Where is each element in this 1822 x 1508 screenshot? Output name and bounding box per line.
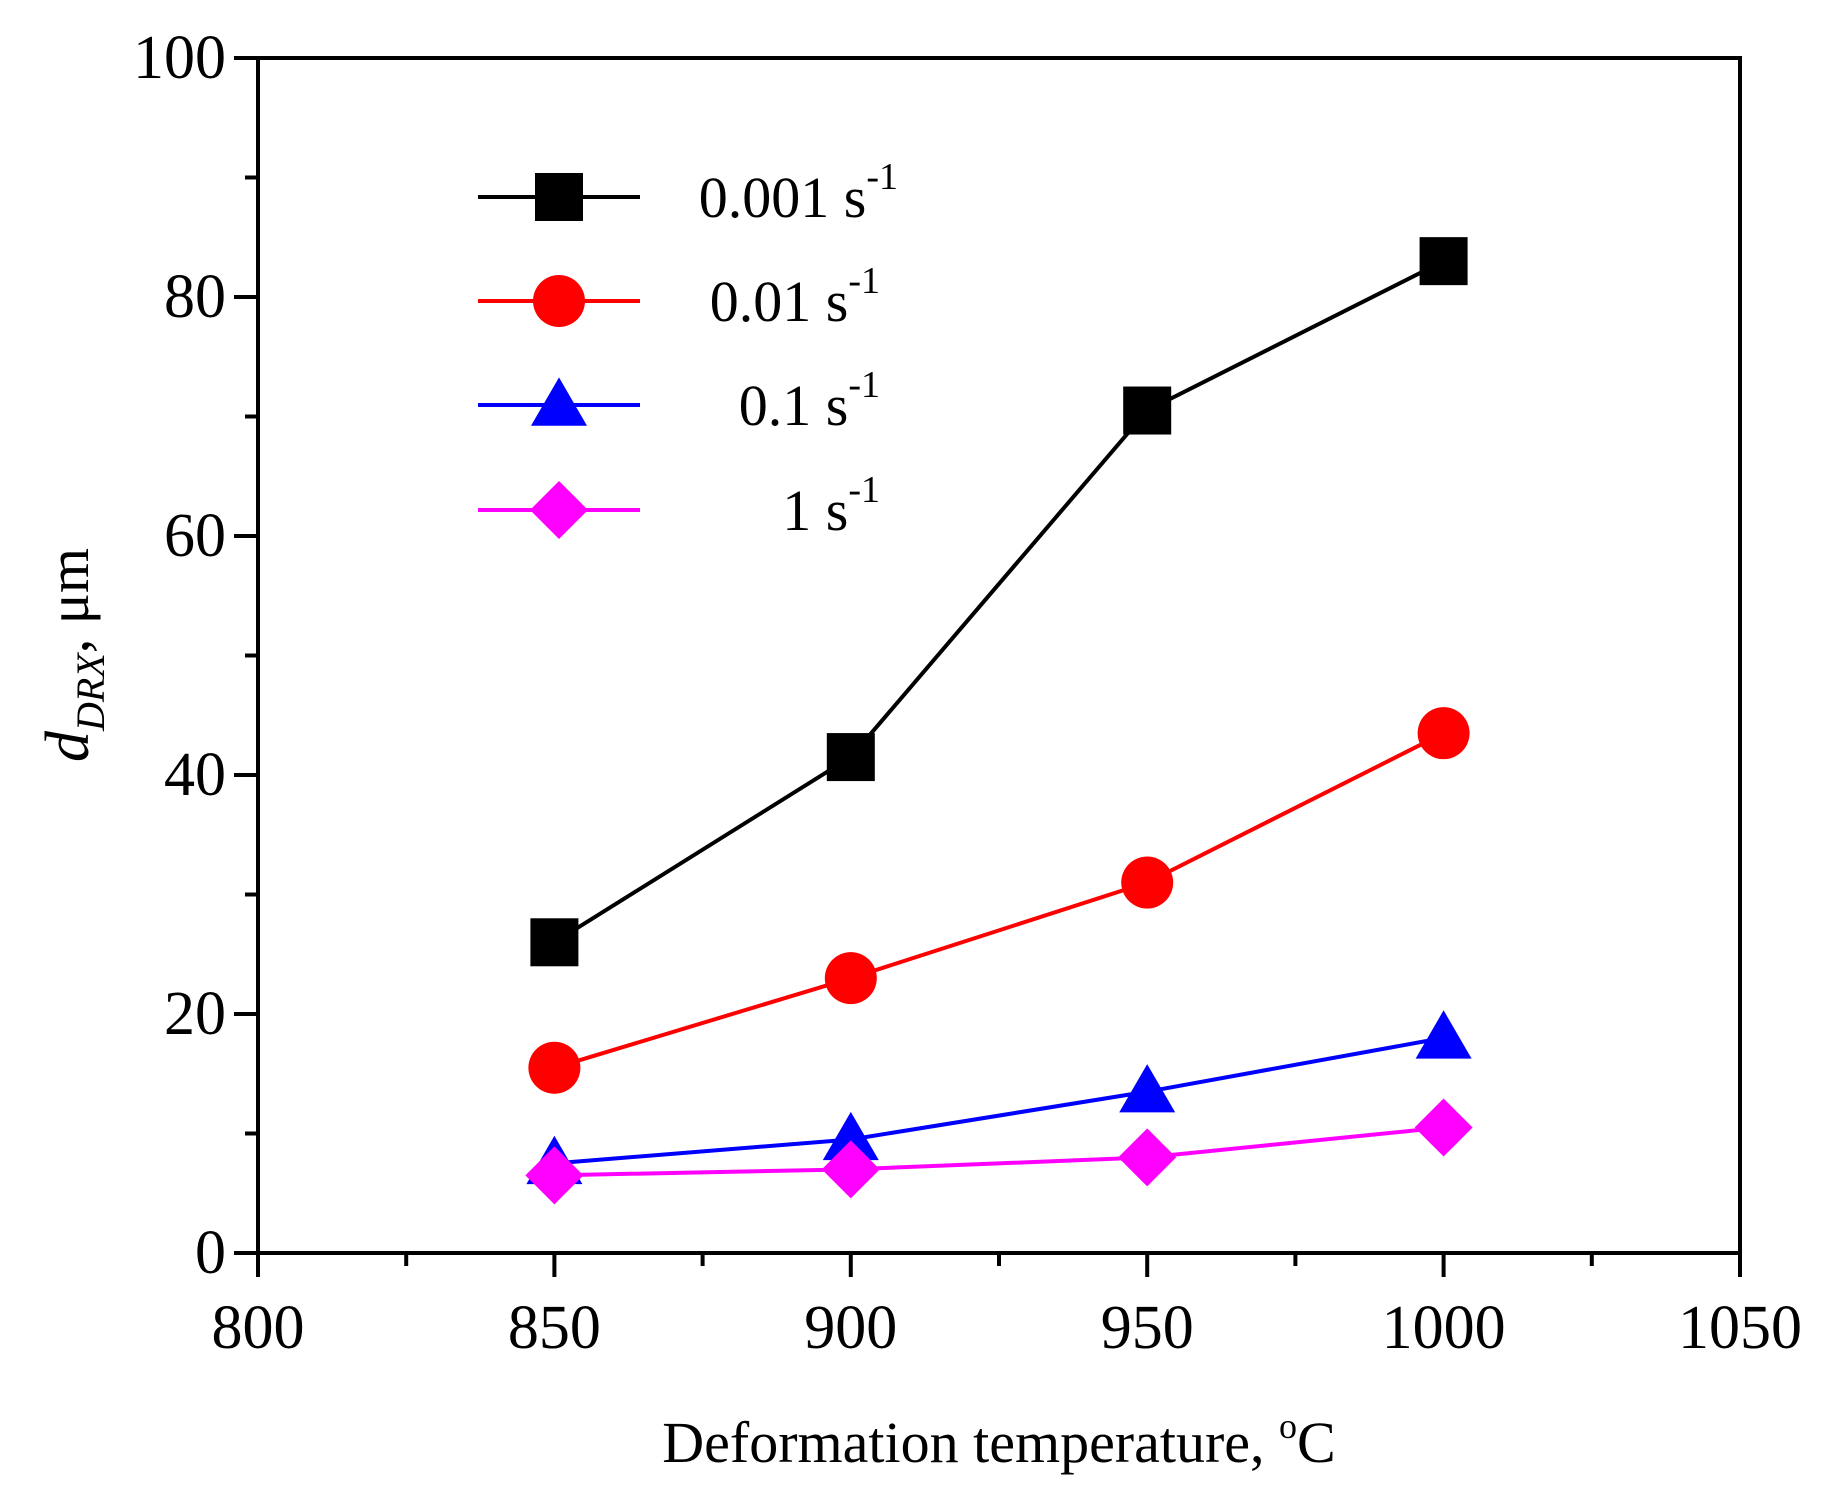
series-0.1 <box>526 1010 1472 1185</box>
legend-exponent: -1 <box>848 260 880 302</box>
y-tick-label: 0 <box>195 1219 226 1287</box>
x-axis-unit: C <box>1297 1410 1336 1475</box>
series-0.01 <box>528 707 1470 1094</box>
data-point <box>1121 856 1174 909</box>
legend-label: 0.001 s-1 <box>699 156 898 230</box>
legend-label: 0.1 s-1 <box>739 364 880 438</box>
y-tick-label: 40 <box>164 741 226 809</box>
legend-label: 1 s-1 <box>782 469 880 543</box>
y-axis-symbol: d <box>34 730 102 762</box>
data-point <box>1419 237 1468 286</box>
data-point <box>824 952 877 1005</box>
x-tick-label: 1000 <box>1382 1294 1506 1362</box>
y-axis-title: dDRX, μm <box>34 548 113 762</box>
legend-rate: 0.001 <box>699 165 844 230</box>
legend-label: 0.01 s-1 <box>710 260 880 334</box>
series-line <box>554 1125 1444 1178</box>
data-point <box>1123 386 1172 435</box>
legend-exponent: -1 <box>848 364 880 406</box>
legend-marker <box>533 275 585 327</box>
x-tick-label: 900 <box>804 1294 897 1362</box>
data-point <box>1119 1064 1176 1113</box>
legend-marker <box>531 377 587 426</box>
x-axis-degree-sign: o <box>1279 1406 1297 1446</box>
legend-unit: s <box>844 165 867 230</box>
x-tick-label: 800 <box>212 1294 305 1362</box>
legend-rate: 0.1 <box>739 373 826 438</box>
x-tick-label: 850 <box>508 1294 601 1362</box>
series-layer <box>525 237 1473 1205</box>
plot-frame <box>256 56 1742 1255</box>
series-line <box>553 731 1445 1070</box>
data-point <box>1415 1010 1472 1059</box>
y-tick-label: 60 <box>164 502 226 570</box>
legend-rate: 1 <box>782 478 826 543</box>
legend-item: 0.001 s-1 <box>478 156 898 230</box>
legend-unit: s <box>826 269 849 334</box>
data-point <box>821 1140 880 1199</box>
legend-item: 0.1 s-1 <box>478 364 880 438</box>
data-point <box>528 1041 581 1094</box>
y-tick-label: 100 <box>133 24 226 92</box>
legend-exponent: -1 <box>866 156 898 198</box>
legend-unit: s <box>826 373 849 438</box>
data-point <box>530 918 579 967</box>
data-point <box>1118 1128 1177 1187</box>
y-axis-subscript: DRX <box>68 652 113 732</box>
tick-labels: 800 850 900 950 1000 1050 0 20 40 60 80 100 <box>133 24 1802 1362</box>
legend-item: 0.01 s-1 <box>478 260 880 334</box>
legend-unit: s <box>826 478 849 543</box>
data-point <box>1417 707 1470 760</box>
x-axis-title-text: Deformation temperature, <box>662 1410 1279 1475</box>
legend: 0.001 s-10.01 s-10.1 s-11 s-1 <box>478 156 898 543</box>
axis-ticks <box>234 56 1742 1277</box>
legend-item: 1 s-1 <box>478 469 880 543</box>
x-tick-label: 1050 <box>1678 1294 1802 1362</box>
data-point <box>1414 1098 1473 1157</box>
legend-marker <box>530 481 588 539</box>
legend-exponent: -1 <box>848 469 880 511</box>
x-axis-title: Deformation temperature, oC <box>662 1406 1335 1475</box>
legend-rate: 0.01 <box>710 269 826 334</box>
series-1 <box>525 1098 1473 1205</box>
series-line <box>553 259 1445 944</box>
y-axis-unit: , μm <box>36 548 101 653</box>
data-point <box>525 1146 584 1205</box>
y-tick-label: 20 <box>164 980 226 1048</box>
data-point <box>822 1111 879 1161</box>
legend-marker <box>535 173 583 221</box>
data-point <box>826 733 875 782</box>
series-0.001 <box>530 237 1468 967</box>
x-tick-label: 950 <box>1101 1294 1194 1362</box>
series-line <box>554 1035 1444 1166</box>
y-tick-label: 80 <box>164 263 226 331</box>
